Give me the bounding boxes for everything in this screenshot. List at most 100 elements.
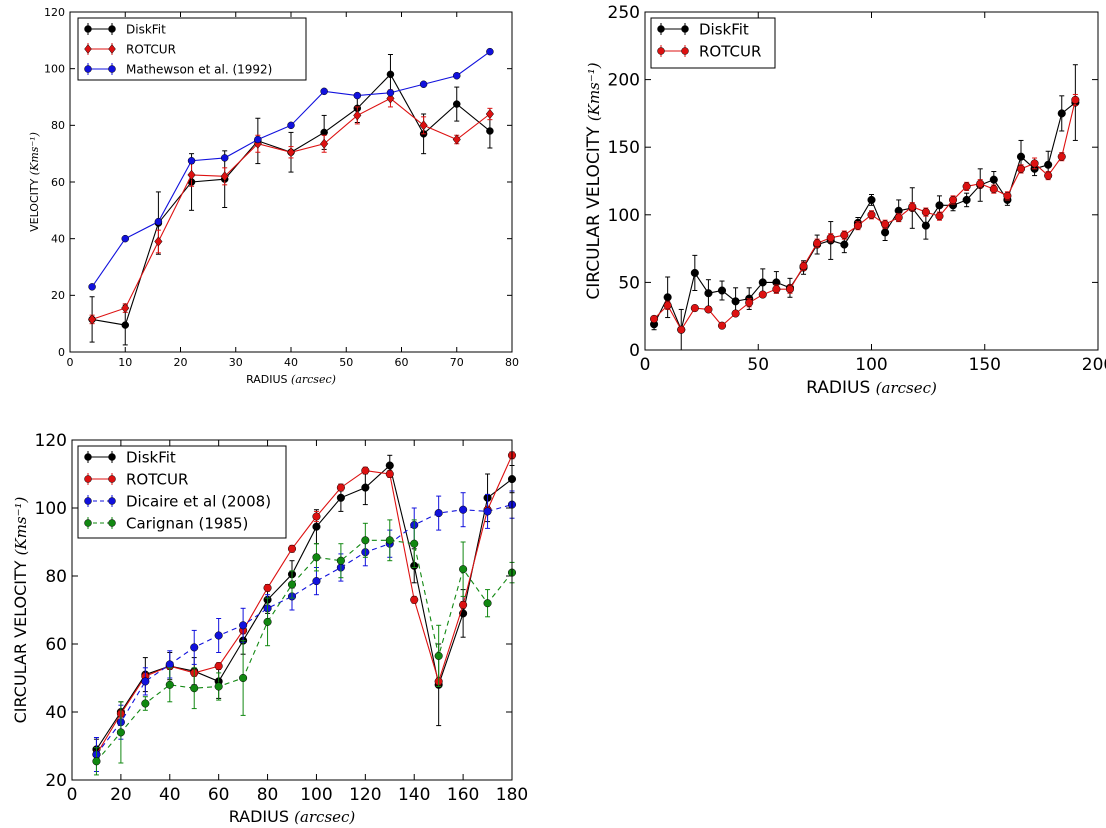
legend-label: ROTCUR: [699, 42, 761, 60]
legend-marker: [657, 47, 665, 55]
chart-3: 0 20 40 60 80 100 120 140 160 18020406080100120RA…: [11, 431, 528, 826]
data-point: [650, 314, 659, 323]
data-point: [690, 304, 699, 313]
data-point: [1044, 171, 1053, 180]
data-point: [353, 110, 362, 121]
chart-1: 0 10 20 30 40 50 60 70 80 0 20 40 60 80 100 120 RADIUS (…: [28, 6, 519, 386]
legend-marker: [681, 47, 689, 55]
x-axis-unit: (arcsec): [294, 808, 355, 826]
data-point: [190, 684, 199, 693]
data-point: [731, 297, 740, 306]
x-tick-label: 50: [339, 356, 353, 369]
data-point: [813, 239, 822, 248]
data-point: [141, 699, 150, 708]
data-point: [263, 617, 272, 626]
data-point: [386, 93, 395, 104]
x-tick-label: 70: [450, 356, 464, 369]
data-point: [745, 298, 754, 307]
data-point: [772, 285, 781, 294]
legend-marker: [108, 475, 116, 483]
data-point: [826, 233, 835, 242]
data-point: [840, 240, 849, 249]
data-point: [320, 138, 329, 149]
data-point: [1057, 109, 1066, 118]
y-axis-unit: (Kms⁻¹): [12, 496, 30, 555]
series-line: [96, 504, 513, 755]
data-point: [976, 179, 985, 188]
series-mathewson-et-al-1992-: [88, 47, 494, 291]
data-point: [853, 221, 862, 230]
data-point: [361, 536, 370, 545]
data-point: [453, 72, 461, 80]
legend-marker: [657, 25, 665, 33]
x-tick-label: 120: [349, 785, 381, 805]
data-point: [385, 461, 394, 470]
data-point: [881, 220, 890, 229]
data-point: [459, 600, 468, 609]
series-line: [92, 73, 491, 326]
data-point: [121, 321, 129, 329]
series-rotcur: [88, 89, 494, 325]
legend: DiskFit ROTCUR Mathewson et al. (1992): [77, 17, 307, 81]
data-point: [704, 305, 713, 314]
legend-marker: [108, 519, 116, 527]
data-point: [361, 483, 370, 492]
data-point: [410, 539, 419, 548]
y-tick-label: 80: [51, 119, 65, 132]
y-axis-unit: (Kms⁻¹): [28, 132, 41, 175]
x-axis-label: RADIUS (arcsec): [229, 807, 356, 826]
data-point: [287, 121, 295, 130]
data-point: [385, 536, 394, 545]
x-tick-label: 160: [447, 785, 479, 805]
y-axis-label: VELOCITY (Kms⁻¹): [28, 132, 41, 232]
x-tick-label: 150: [969, 355, 1001, 375]
data-point: [312, 577, 321, 586]
x-tick-label: 40: [284, 356, 298, 369]
x-tick-label: 10: [118, 356, 132, 369]
data-point: [220, 154, 229, 162]
x-tick-label: 20: [110, 785, 132, 805]
y-tick-label: 100: [608, 206, 640, 226]
data-point: [121, 302, 130, 314]
legend: DiskFit ROTCUR: [650, 17, 776, 69]
legend-marker: [108, 453, 116, 461]
legend-box: [77, 17, 307, 81]
y-tick-label: 120: [44, 6, 65, 19]
legend-label: Mathewson et al. (1992): [126, 62, 272, 76]
data-point: [1016, 152, 1026, 161]
data-point: [1003, 191, 1012, 200]
series-rotcur: [650, 93, 1080, 334]
data-point: [165, 660, 174, 669]
x-tick-label: 180: [496, 785, 528, 805]
legend-label: Dicaire et al (2008): [126, 492, 271, 510]
data-point: [419, 120, 428, 131]
legend-marker: [84, 25, 92, 33]
data-point: [336, 483, 345, 492]
data-point: [154, 236, 163, 247]
data-point: [921, 208, 930, 217]
series-line: [653, 99, 1076, 331]
y-axis-label: CIRCULAR VELOCITY (Kms⁻¹): [584, 62, 604, 299]
data-point: [486, 47, 494, 56]
data-point: [353, 91, 362, 100]
x-tick-label: 30: [229, 356, 243, 369]
plot-frame: [644, 11, 1099, 351]
data-point: [704, 289, 713, 298]
data-point: [921, 221, 930, 230]
data-point: [336, 556, 345, 565]
data-point: [785, 285, 795, 294]
x-tick-label: 0: [640, 355, 651, 375]
legend: DiskFit ROTCUR Dicaire et al (2008) Carigna…: [77, 445, 287, 539]
data-point: [453, 100, 461, 108]
data-point: [717, 286, 727, 295]
legend-marker: [108, 44, 116, 54]
data-point: [690, 268, 699, 277]
legend-label: Carignan (1985): [126, 514, 248, 532]
data-point: [410, 595, 419, 604]
data-point: [799, 262, 808, 271]
series-line: [96, 539, 513, 762]
data-point: [840, 231, 849, 240]
data-point: [908, 202, 917, 211]
data-point: [88, 283, 96, 291]
data-point: [948, 195, 958, 204]
